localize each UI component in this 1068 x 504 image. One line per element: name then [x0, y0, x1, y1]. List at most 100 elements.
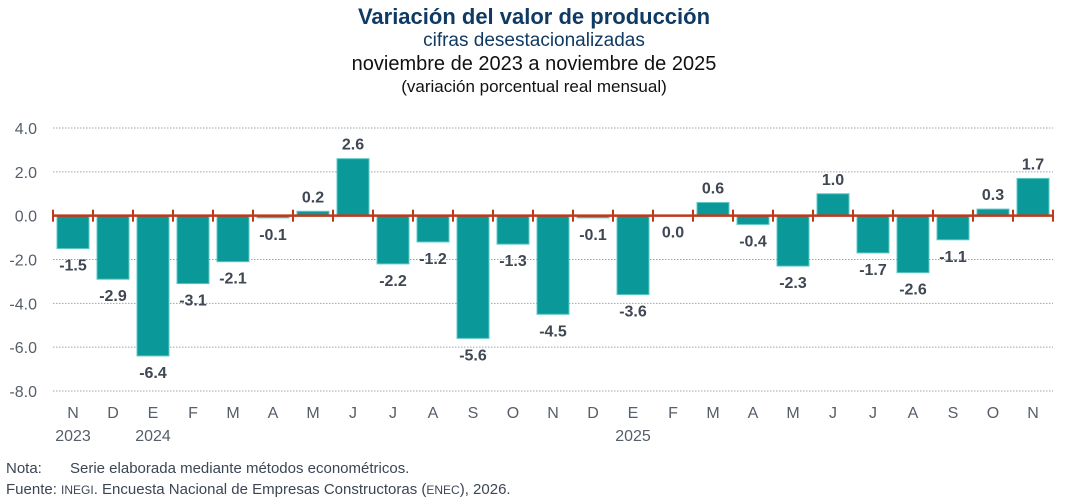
- y-tick-label: 0.0: [15, 209, 37, 226]
- bar: [856, 215, 890, 254]
- x-tick-label: N: [1027, 405, 1039, 422]
- data-label: 0.0: [662, 225, 684, 242]
- x-year-label: 2024: [135, 428, 171, 445]
- x-tick-label: M: [706, 405, 719, 422]
- data-label: 0.2: [302, 189, 324, 206]
- x-tick-label: S: [468, 405, 479, 422]
- y-tick-label: -6.0: [9, 340, 37, 357]
- bar: [336, 158, 370, 217]
- bar: [736, 215, 770, 225]
- x-year-label: 2023: [55, 428, 91, 445]
- data-label: 0.3: [982, 187, 1004, 204]
- data-label: -3.6: [619, 304, 647, 321]
- data-label: -6.4: [139, 365, 167, 382]
- data-label: -1.5: [59, 258, 87, 275]
- bar: [56, 215, 90, 250]
- x-tick-label: A: [748, 405, 759, 422]
- bar: [496, 215, 530, 245]
- x-tick-label: M: [306, 405, 319, 422]
- y-tick-label: -2.0: [9, 253, 37, 270]
- note-label: Nota:: [6, 460, 42, 477]
- data-label: -4.5: [539, 323, 567, 340]
- bar: [136, 215, 170, 357]
- bar: [1016, 177, 1050, 217]
- bar: [616, 215, 650, 296]
- data-label: -0.4: [739, 233, 767, 250]
- bar: [536, 215, 570, 315]
- data-label: 1.0: [822, 172, 844, 189]
- x-tick-label: E: [628, 405, 639, 422]
- x-tick-label: O: [507, 405, 519, 422]
- data-label: -2.1: [219, 271, 247, 288]
- note-text: Serie elaborada mediante métodos economé…: [70, 460, 410, 477]
- bar: [416, 215, 450, 243]
- x-tick-label: N: [547, 405, 559, 422]
- note-line: Nota: Serie elaborada mediante métodos ec…: [6, 458, 511, 479]
- data-labels: -1.5 -2.9 -6.4 -3.1 -2.1 -0.1 0.2 2.6 -2.2 -1.2 -5…: [59, 137, 1044, 382]
- x-tick-label: D: [587, 405, 599, 422]
- x-tick-label: J: [349, 405, 357, 422]
- x-tick-label: A: [268, 405, 279, 422]
- source-text-2: ), 2026.: [459, 481, 511, 498]
- x-tick-label: A: [908, 405, 919, 422]
- x-tick-label: M: [786, 405, 799, 422]
- x-tick-label: F: [668, 405, 678, 422]
- bar: [696, 202, 730, 217]
- bar: [216, 215, 250, 263]
- x-tick-label: S: [948, 405, 959, 422]
- footnotes: Nota: Serie elaborada mediante métodos ec…: [6, 458, 511, 501]
- bar: [816, 193, 850, 217]
- data-label: -1.1: [939, 249, 967, 266]
- source-label: Fuente:: [6, 481, 57, 498]
- bar: [176, 215, 210, 285]
- chart-period: noviembre de 2023 a noviembre de 2025: [351, 53, 717, 75]
- data-label: -2.3: [779, 275, 807, 292]
- y-tick-label: 4.0: [15, 121, 37, 138]
- chart-title: Variación del valor de producción: [357, 4, 711, 29]
- data-label: 2.6: [342, 137, 364, 154]
- x-tick-label: O: [987, 405, 999, 422]
- chart-units: (variación porcentual real mensual): [401, 77, 667, 96]
- source-abbr: ENEC: [426, 483, 460, 497]
- bars: [56, 158, 1050, 357]
- bar: [96, 215, 130, 280]
- data-label: -1.3: [499, 253, 527, 270]
- data-label: -2.2: [379, 273, 407, 290]
- x-tick-label: E: [148, 405, 159, 422]
- data-label: -0.1: [579, 227, 607, 244]
- data-label: -2.6: [899, 282, 927, 299]
- bar: [936, 215, 970, 241]
- data-label: 0.6: [702, 181, 724, 198]
- x-tick-label: A: [428, 405, 439, 422]
- y-axis: 4.0 2.0 0.0 -2.0 -4.0 -6.0 -8.0: [9, 121, 37, 401]
- data-label: -1.7: [859, 262, 887, 279]
- y-tick-label: -4.0: [9, 296, 37, 313]
- bar: [456, 215, 490, 339]
- x-tick-label: D: [107, 405, 119, 422]
- chart-titles: Variación del valor de producción cifras…: [0, 4, 1068, 97]
- chart-subtitle: cifras desestacionalizadas: [423, 30, 645, 51]
- bar: [896, 215, 930, 274]
- x-tick-label: N: [67, 405, 79, 422]
- data-label: -0.1: [259, 227, 287, 244]
- zero-axis: [52, 209, 1054, 222]
- x-tick-label: M: [226, 405, 239, 422]
- x-axis: N D E F M A M J J A S O N D E F M A M J J A S O N 2023 2024 2025: [55, 405, 1039, 445]
- y-tick-label: 2.0: [15, 165, 37, 182]
- data-label: -1.2: [419, 251, 447, 268]
- x-tick-label: J: [829, 405, 837, 422]
- data-label: -2.9: [99, 288, 127, 305]
- source-org: INEGI: [61, 483, 94, 497]
- source-text-1: . Encuesta Nacional de Empresas Construc…: [93, 481, 427, 498]
- x-year-label: 2025: [615, 428, 651, 445]
- bar: [776, 215, 810, 267]
- x-tick-label: J: [869, 405, 877, 422]
- y-tick-label: -8.0: [9, 384, 37, 401]
- data-label: 1.7: [1022, 156, 1044, 173]
- x-tick-label: F: [188, 405, 198, 422]
- data-label: -5.6: [459, 347, 487, 364]
- source-line: Fuente: INEGI. Encuesta Nacional de Empr…: [6, 479, 511, 501]
- data-label: -3.1: [179, 293, 207, 310]
- bar: [376, 215, 410, 265]
